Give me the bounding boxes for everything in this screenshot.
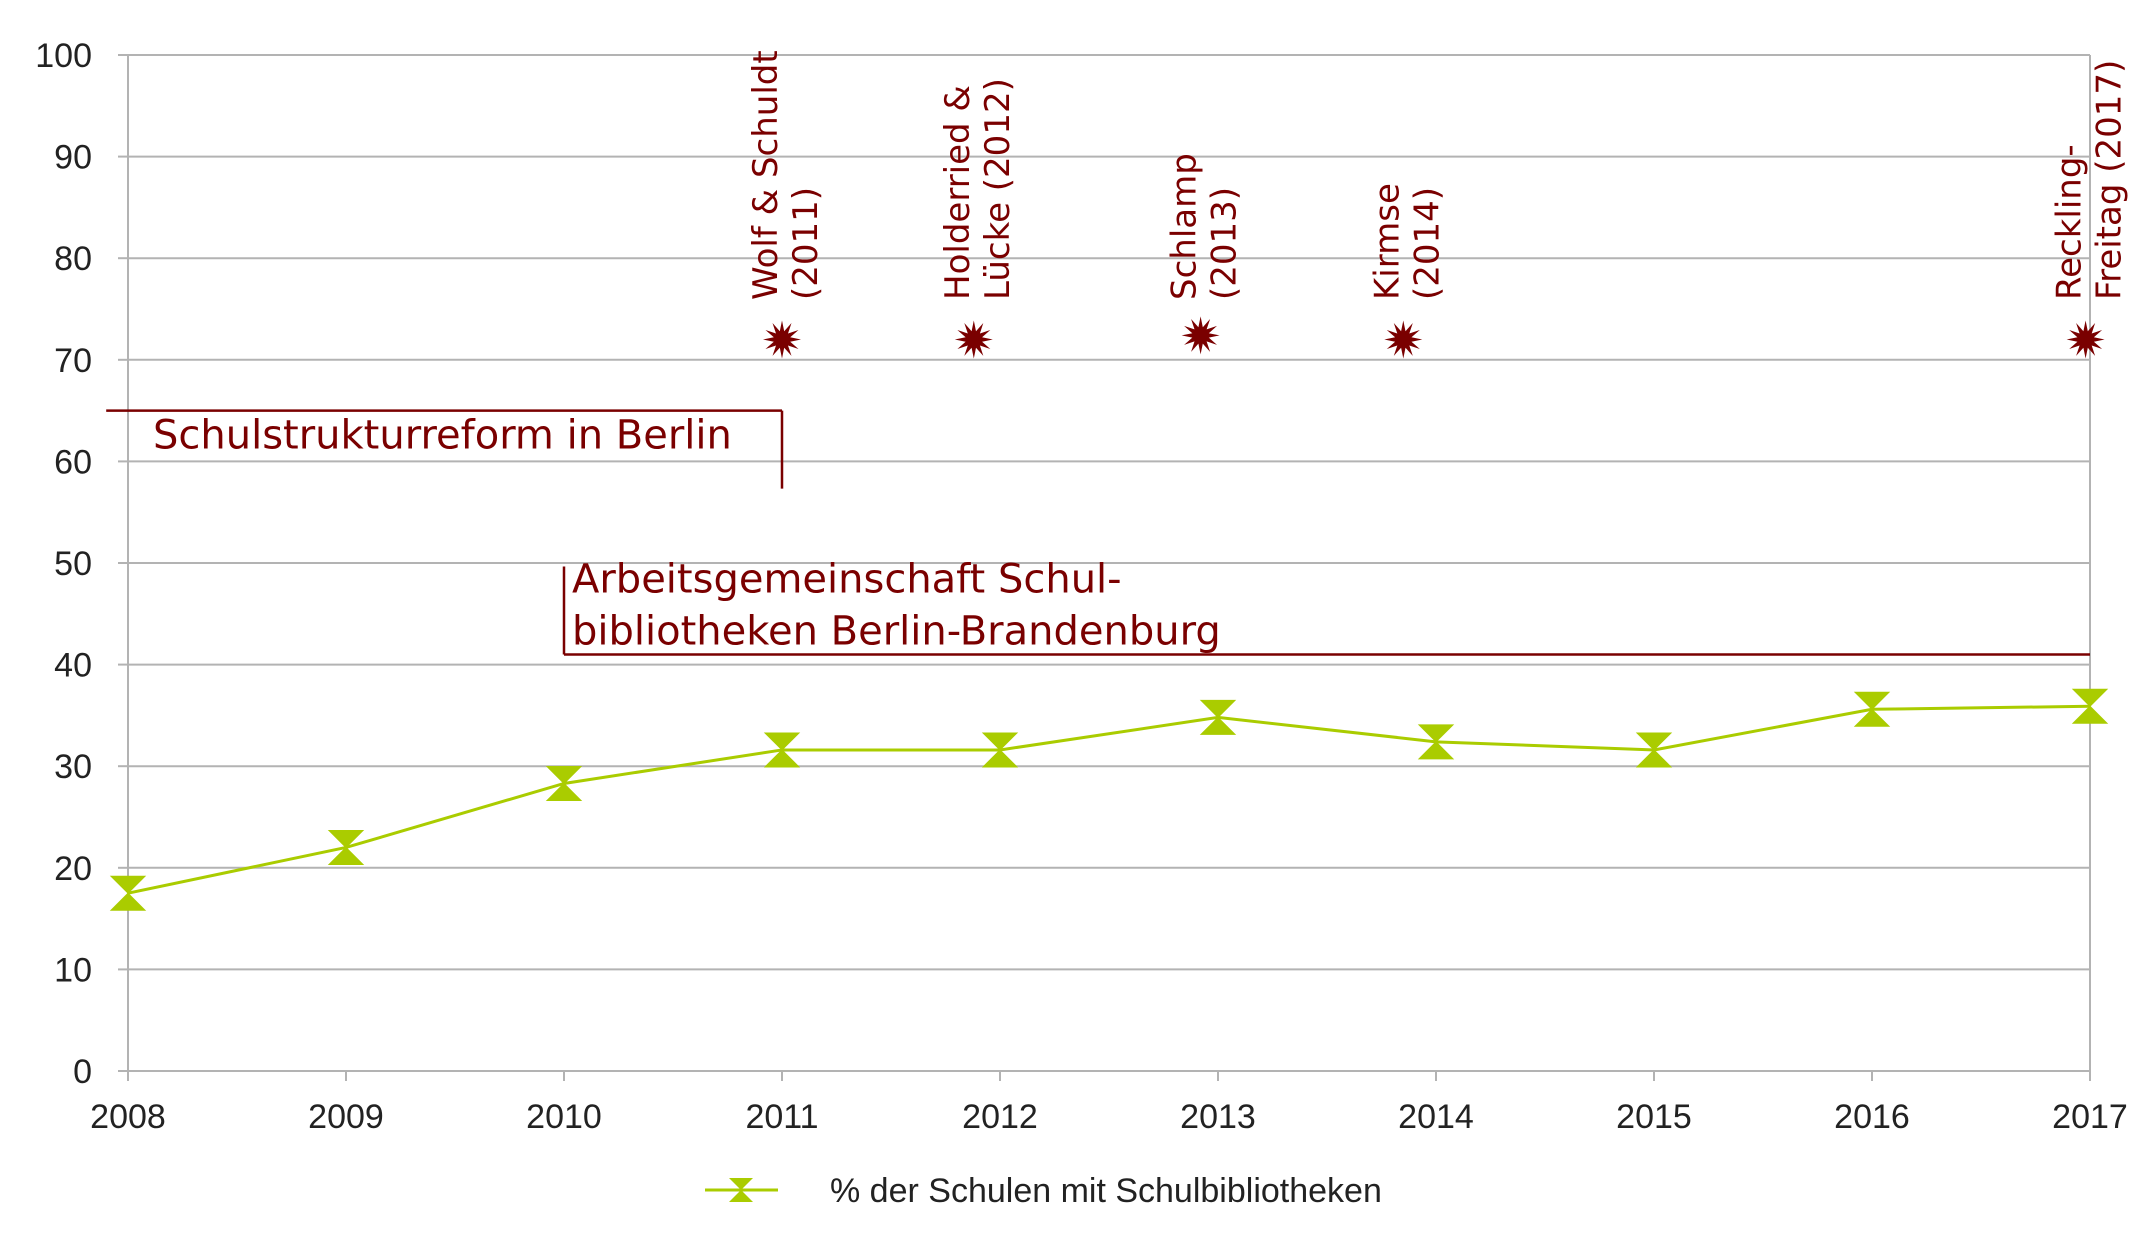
ag-period-label: bibliotheken Berlin-Brandenburg (572, 608, 1221, 654)
study-marker-label-line: Lücke (2012) (978, 78, 1018, 300)
study-marker-label-line: (2013) (1205, 187, 1245, 300)
study-marker-label: Reckling- Freitag (2017) (2050, 60, 2130, 300)
y-axis-ticks: 0 10 20 30 40 50 60 70 80 90 100 (35, 37, 92, 1091)
y-tick-label: 80 (54, 240, 92, 278)
y-tick-label: 30 (54, 748, 92, 786)
y-tick-label: 20 (54, 850, 92, 888)
series-layer (109, 688, 2109, 911)
data-point-marker (109, 875, 147, 911)
study-marker-label-line: Wolf & Schuldt (746, 50, 786, 300)
x-tick-label: 2009 (308, 1098, 384, 1136)
x-tick-label: 2014 (1398, 1098, 1474, 1136)
study-marker-label-line: (2011) (786, 187, 826, 300)
x-tick-label: 2016 (1834, 1098, 1910, 1136)
y-tick-label: 100 (35, 37, 92, 75)
data-point-marker (1417, 724, 1455, 760)
data-point-marker (545, 765, 583, 801)
star-marker-icon (763, 320, 801, 359)
star-marker-icon (1384, 320, 1423, 359)
data-point-marker (327, 829, 365, 865)
y-tick-label: 70 (54, 342, 92, 380)
x-axis-ticks: 2008 2009 2010 2011 2012 2013 2014 2015 2016 2017 (90, 1098, 2128, 1136)
data-point-marker (763, 732, 801, 768)
data-point-marker (1853, 691, 1891, 727)
study-marker-label-line: Reckling- (2050, 144, 2090, 300)
period-annotations: Schulstrukturreform in Berlin Arbeitsgeme… (106, 409, 2090, 656)
y-tick-label: 90 (54, 139, 92, 177)
y-tick-label: 60 (54, 443, 92, 481)
y-tick-label: 0 (73, 1053, 92, 1091)
study-marker-label-line: Holderried & (938, 85, 978, 300)
x-tick-label: 2012 (962, 1098, 1038, 1136)
study-marker-label: Wolf & Schuldt (2011) (746, 50, 826, 300)
study-marker-label-line: (2014) (1407, 187, 1447, 300)
study-marker-label: Schlamp (2013) (1165, 153, 1245, 300)
x-tick-label: 2011 (745, 1098, 818, 1136)
reform-period-label: Schulstrukturreform in Berlin (153, 413, 732, 459)
legend: % der Schulen mit Schulbibliotheken (705, 1172, 1382, 1210)
data-point-marker (981, 732, 1019, 768)
x-tick-label: 2017 (2052, 1098, 2128, 1136)
legend-marker-icon (729, 1178, 753, 1202)
x-tick-label: 2013 (1180, 1098, 1256, 1136)
study-marker-label-line: Schlamp (1165, 153, 1205, 300)
x-tick-label: 2015 (1616, 1098, 1692, 1136)
study-marker-label: Holderried & Lücke (2012) (938, 78, 1018, 300)
x-tick-label: 2008 (90, 1098, 166, 1136)
data-point-marker (2071, 688, 2109, 724)
gridlines (128, 54, 2090, 971)
study-markers: Wolf & Schuldt (2011) Holderried & Lücke (2… (746, 50, 2130, 359)
ag-period-label: Arbeitsgemeinschaft Schul- (572, 556, 1122, 602)
data-point-marker (1635, 732, 1673, 768)
x-tick-label: 2010 (526, 1098, 602, 1136)
legend-label: % der Schulen mit Schulbibliotheken (830, 1172, 1382, 1210)
y-tick-label: 40 (54, 647, 92, 685)
y-tick-label: 10 (54, 951, 92, 989)
series-line (127, 704, 2091, 895)
star-marker-icon (1181, 316, 1220, 355)
star-marker-icon (954, 320, 993, 359)
data-point-marker (1199, 699, 1237, 735)
study-marker-label-line: Kirmse (1367, 183, 1407, 300)
study-marker-label: Kirmse (2014) (1367, 183, 1447, 300)
y-tick-label: 50 (54, 545, 92, 583)
star-marker-icon (2066, 320, 2105, 359)
study-marker-label-line: Freitag (2017) (2090, 60, 2130, 300)
